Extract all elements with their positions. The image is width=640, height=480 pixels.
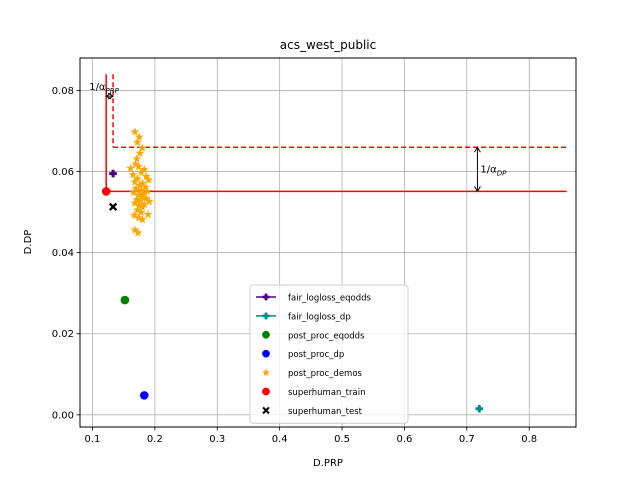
annotation-subscript-prp: PRP xyxy=(106,87,120,95)
legend-marker-post_proc_demos xyxy=(262,368,270,376)
legend-label-fair_logloss_eqodds: fair_logloss_eqodds xyxy=(288,294,372,304)
point-post_proc_demos xyxy=(130,198,140,207)
legend-label-post_proc_eqodds: post_proc_eqodds xyxy=(288,331,365,341)
grid xyxy=(80,58,576,427)
legend: fair_logloss_eqodds fair_logloss_dp post_p… xyxy=(249,284,409,424)
x-tick-label: 0.8 xyxy=(521,434,537,445)
y-axis-label: D.DP xyxy=(23,230,34,255)
point-post_proc_demos xyxy=(136,167,146,177)
point-post_proc_demos xyxy=(131,183,141,193)
point-fair_logloss_dp xyxy=(475,404,484,413)
y-tick-label: 0.04 xyxy=(52,248,74,259)
legend-marker-fair_logloss_dp xyxy=(262,312,270,320)
point-post_proc_demos xyxy=(128,170,138,179)
x-tick-label: 0.6 xyxy=(396,434,412,445)
legend-label-post_proc_demos: post_proc_demos xyxy=(288,369,363,379)
arrow-head xyxy=(473,186,481,193)
point-post_proc_demos xyxy=(135,148,145,158)
point-post_proc_demos xyxy=(134,132,144,141)
point-post_proc_demos xyxy=(141,171,151,181)
plot-frame xyxy=(79,57,577,428)
point-post_proc_demos xyxy=(126,163,135,173)
point-post_proc_demos xyxy=(130,177,140,186)
legend-marker-post_proc_eqodds xyxy=(262,330,270,339)
legend-label-superhuman_test: superhuman_test xyxy=(288,407,363,417)
point-post_proc_demos xyxy=(134,162,144,171)
point-post_proc_demos xyxy=(131,159,140,168)
point-post_proc_eqodds xyxy=(120,295,130,305)
annotations: 1/αPRP 1/αDP xyxy=(89,82,507,193)
legend-label-fair_logloss_dp: fair_logloss_dp xyxy=(288,312,351,322)
annotation-label-dp: 1/αDP xyxy=(480,164,507,177)
point-post_proc_demos xyxy=(130,127,140,136)
point-post_proc_demos xyxy=(138,178,147,188)
x-tick-label: 0.4 xyxy=(272,434,288,445)
point-post_proc_demos xyxy=(129,188,139,197)
x-tick-label: 0.1 xyxy=(85,434,101,445)
point-post_proc_demos xyxy=(133,137,142,147)
point-post_proc_demos xyxy=(143,209,153,219)
point-post_proc_demos xyxy=(132,194,142,204)
legend-box xyxy=(249,284,409,424)
point-post_proc_demos xyxy=(138,202,147,211)
point-post_proc_demos xyxy=(139,199,149,209)
point-post_proc_demos xyxy=(135,180,145,190)
point-post_proc_demos xyxy=(139,164,149,174)
x-stroke xyxy=(108,202,118,211)
annotation-label-prp: 1/αPRP xyxy=(89,82,119,95)
x-tick-label: 0.5 xyxy=(334,434,350,445)
x-tick-label: 0.7 xyxy=(459,434,475,445)
point-post_proc_dp xyxy=(139,391,149,400)
legend-label-superhuman_train: superhuman_train xyxy=(288,388,365,398)
point-post_proc_demos xyxy=(143,186,152,196)
x-tick-label: 0.3 xyxy=(209,434,225,445)
point-post_proc_demos xyxy=(138,215,147,224)
reference-lines xyxy=(105,74,567,193)
y-tick-label: 0.00 xyxy=(52,410,74,421)
point-post_proc_demos xyxy=(129,210,139,220)
y-tick-label: 0.02 xyxy=(52,329,74,340)
point-superhuman_train xyxy=(101,187,111,196)
point-post_proc_demos xyxy=(138,143,147,152)
annotation-subscript-dp: DP xyxy=(497,169,507,177)
point-post_proc_demos xyxy=(133,174,142,183)
ticks: 0.1 0.2 0.3 0.4 0.5 0.6 0.7 0.8 0.00 0.02 0.04 0.06… xyxy=(52,86,537,445)
legend-label-post_proc_dp: post_proc_dp xyxy=(288,350,344,360)
x-axis-label: D.PRP xyxy=(313,458,343,469)
point-post_proc_demos xyxy=(141,182,150,192)
point-superhuman_test xyxy=(108,202,118,211)
point-post_proc_demos xyxy=(133,205,142,214)
point-post_proc_demos xyxy=(133,228,143,237)
point-post_proc_demos xyxy=(136,196,145,205)
x-tick-label: 0.2 xyxy=(147,434,163,445)
legend-marker-fair_logloss_eqodds xyxy=(262,293,270,301)
point-fair_logloss_eqodds xyxy=(109,169,117,178)
point-post_proc_demos xyxy=(134,213,144,222)
point-post_proc_demos xyxy=(136,207,146,217)
arrow-head xyxy=(473,146,481,153)
data-marks xyxy=(101,127,484,413)
point-post_proc_demos xyxy=(141,193,151,203)
arrow-head xyxy=(107,92,115,100)
point-post_proc_demos xyxy=(144,175,153,184)
legend-marker-post_proc_dp xyxy=(262,349,270,358)
point-post_proc_demos xyxy=(137,192,147,201)
x-stroke xyxy=(262,406,270,415)
legend-marker-superhuman_test xyxy=(262,406,270,415)
point-post_proc_demos xyxy=(132,154,142,163)
y-tick-label: 0.06 xyxy=(52,167,74,178)
point-post_proc_demos xyxy=(136,185,146,194)
point-post_proc_demos xyxy=(134,201,144,210)
point-post_proc_demos xyxy=(130,225,140,234)
point-post_proc_demos xyxy=(144,196,154,206)
chart-title: acs_west_public xyxy=(280,38,376,52)
point-post_proc_demos xyxy=(134,190,144,199)
legend-marker-superhuman_train xyxy=(262,387,270,396)
point-post_proc_demos xyxy=(139,189,149,198)
y-tick-label: 0.08 xyxy=(52,86,74,97)
